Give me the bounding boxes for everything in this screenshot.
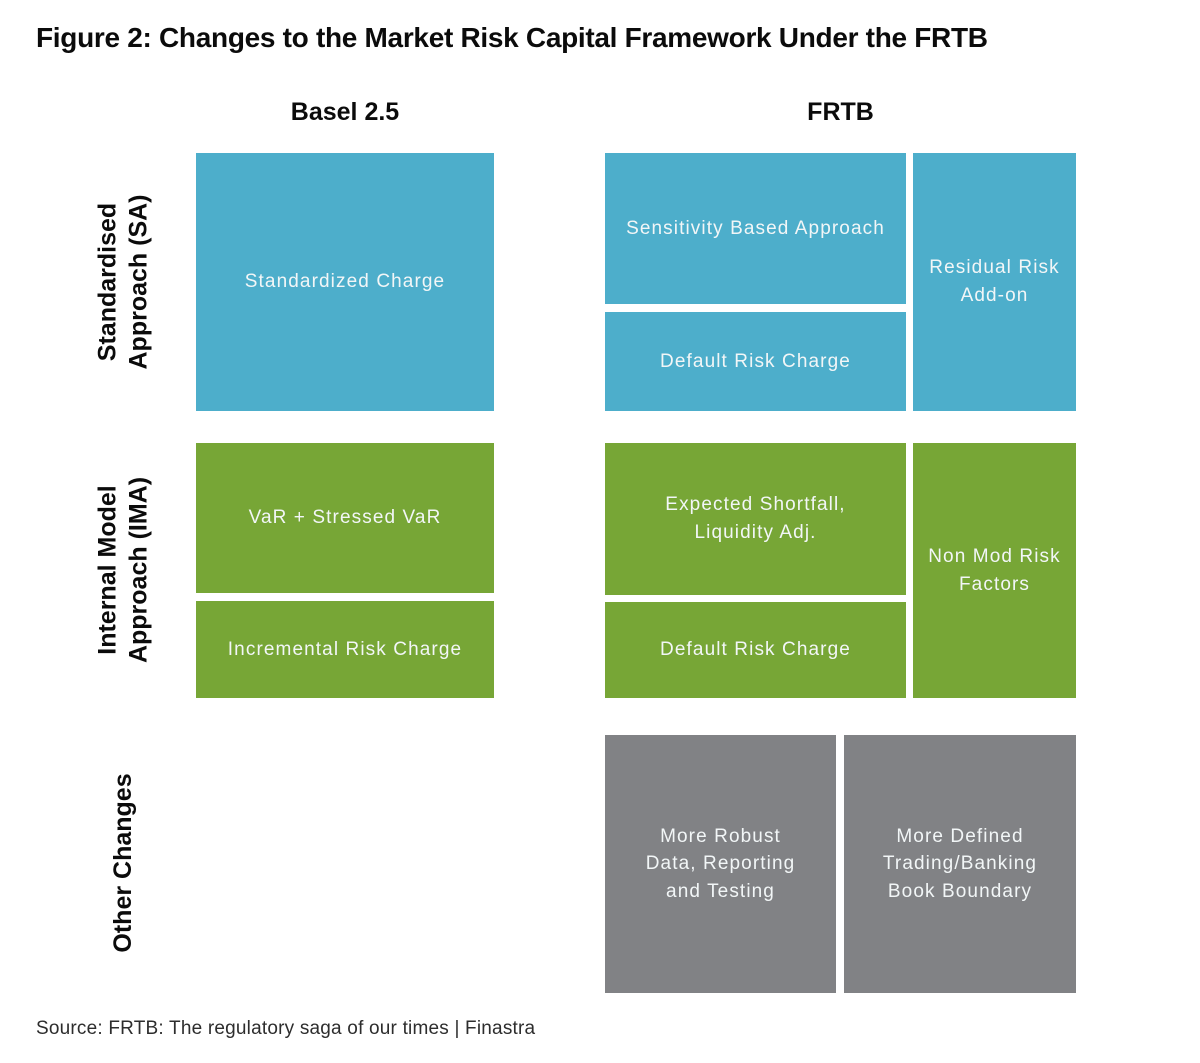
box-label: Factors [958,573,1031,595]
box-label: Incremental Risk Charge [227,638,463,660]
box-label: and Testing [666,880,775,902]
box-incremental-risk-charge: Incremental Risk Charge [196,601,494,698]
box-expected-shortfall: Expected Shortfall, Liquidity Adj. [605,443,906,595]
box-label: Liquidity Adj. [694,522,817,543]
box-trading-banking-book-boundary: More Defined Trading/Banking Book Bounda… [844,735,1076,993]
column-header-frtb: FRTB [807,98,874,126]
box-label: More Robust [660,825,781,847]
box-label: Default Risk Charge [660,350,851,372]
box-label: Non Mod Risk [928,545,1061,567]
box-more-robust-data: More Robust Data, Reporting and Testing [605,735,836,993]
box-label: More Defined [896,825,1024,847]
figure-title: Figure 2: Changes to the Market Risk Cap… [36,22,988,53]
box-label: Data, Reporting [645,853,796,875]
row-label-internal-model-approach: Internal Model Approach (IMA) [93,477,154,663]
row-label-other-changes: Other Changes [108,773,139,952]
box-default-risk-charge-sa: Default Risk Charge [605,312,906,411]
row-label-line: Approach (IMA) [124,476,152,664]
source-attribution: Source: FRTB: The regulatory saga of our… [36,1018,536,1039]
box-non-mod-risk-factors: Non Mod Risk Factors [913,443,1076,698]
box-var-stressed-var: VaR + Stressed VaR [196,443,494,593]
box-label: Sensitivity Based Approach [626,217,885,239]
box-label: Book Boundary [887,880,1033,902]
box-label: Default Risk Charge [660,639,851,661]
row-label-line: Standardised [93,202,122,362]
box-label: Standardized Charge [244,271,446,293]
row-label-line: Approach (SA) [124,194,152,370]
box-label: Add-on [960,285,1029,306]
row-label-standardised-approach: Standardised Approach (SA) [93,195,154,370]
box-label: Expected Shortfall, [665,494,846,516]
box-default-risk-charge-ima: Default Risk Charge [605,602,906,698]
column-header-basel: Basel 2.5 [290,98,400,126]
box-sensitivity-based-approach: Sensitivity Based Approach [605,153,906,304]
box-label: Residual Risk [929,257,1060,279]
box-label: VaR + Stressed VaR [248,507,442,529]
box-residual-risk-add-on: Residual Risk Add-on [913,153,1076,411]
box-standardized-charge: Standardized Charge [196,153,494,411]
box-label: Trading/Banking [882,853,1038,875]
row-label-line: Internal Model [93,485,122,655]
row-label-line: Other Changes [108,773,137,953]
